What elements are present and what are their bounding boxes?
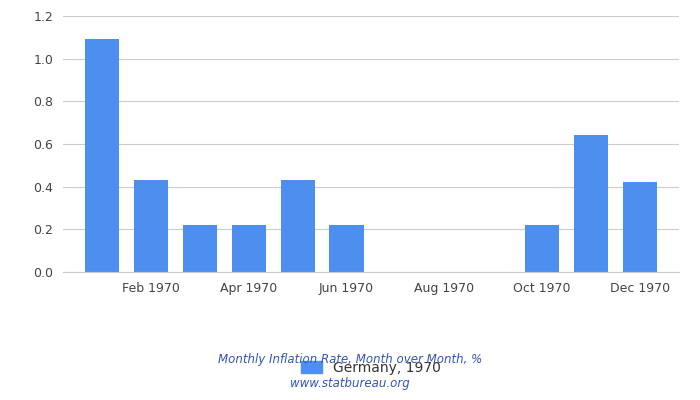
Bar — [623, 182, 657, 272]
Bar — [134, 180, 168, 272]
Legend: Germany, 1970: Germany, 1970 — [295, 355, 447, 380]
Bar — [330, 225, 364, 272]
Text: Monthly Inflation Rate, Month over Month, %: Monthly Inflation Rate, Month over Month… — [218, 354, 482, 366]
Bar — [281, 180, 315, 272]
Bar — [525, 225, 559, 272]
Bar — [85, 40, 119, 272]
Bar — [232, 225, 266, 272]
Bar — [574, 136, 608, 272]
Text: www.statbureau.org: www.statbureau.org — [290, 378, 410, 390]
Bar — [183, 225, 217, 272]
